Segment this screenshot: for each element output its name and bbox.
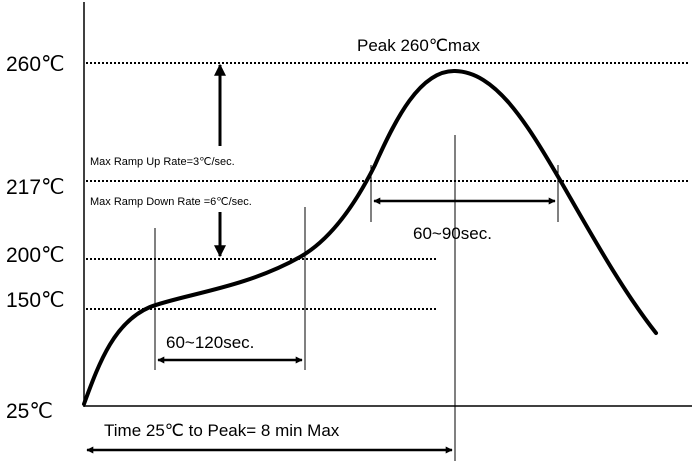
ramp-up-label: Max Ramp Up Rate=3℃/sec. xyxy=(90,156,235,168)
temperature-profile-curve xyxy=(82,68,658,406)
y-label-25: 25℃ xyxy=(6,400,53,423)
above-217-label: 60~90sec. xyxy=(413,224,492,243)
y-label-217: 217℃ xyxy=(6,176,65,199)
time-to-peak-label: Time 25℃ to Peak= 8 min Max xyxy=(104,421,340,440)
preheat-label: 60~120sec. xyxy=(166,333,254,352)
ramp-down-label: Max Ramp Down Rate =6℃/sec. xyxy=(90,196,252,208)
y-label-150: 150℃ xyxy=(6,289,65,312)
y-label-200: 200℃ xyxy=(6,244,65,267)
y-label-260: 260℃ xyxy=(6,53,65,76)
peak-label: Peak 260℃max xyxy=(357,36,481,55)
